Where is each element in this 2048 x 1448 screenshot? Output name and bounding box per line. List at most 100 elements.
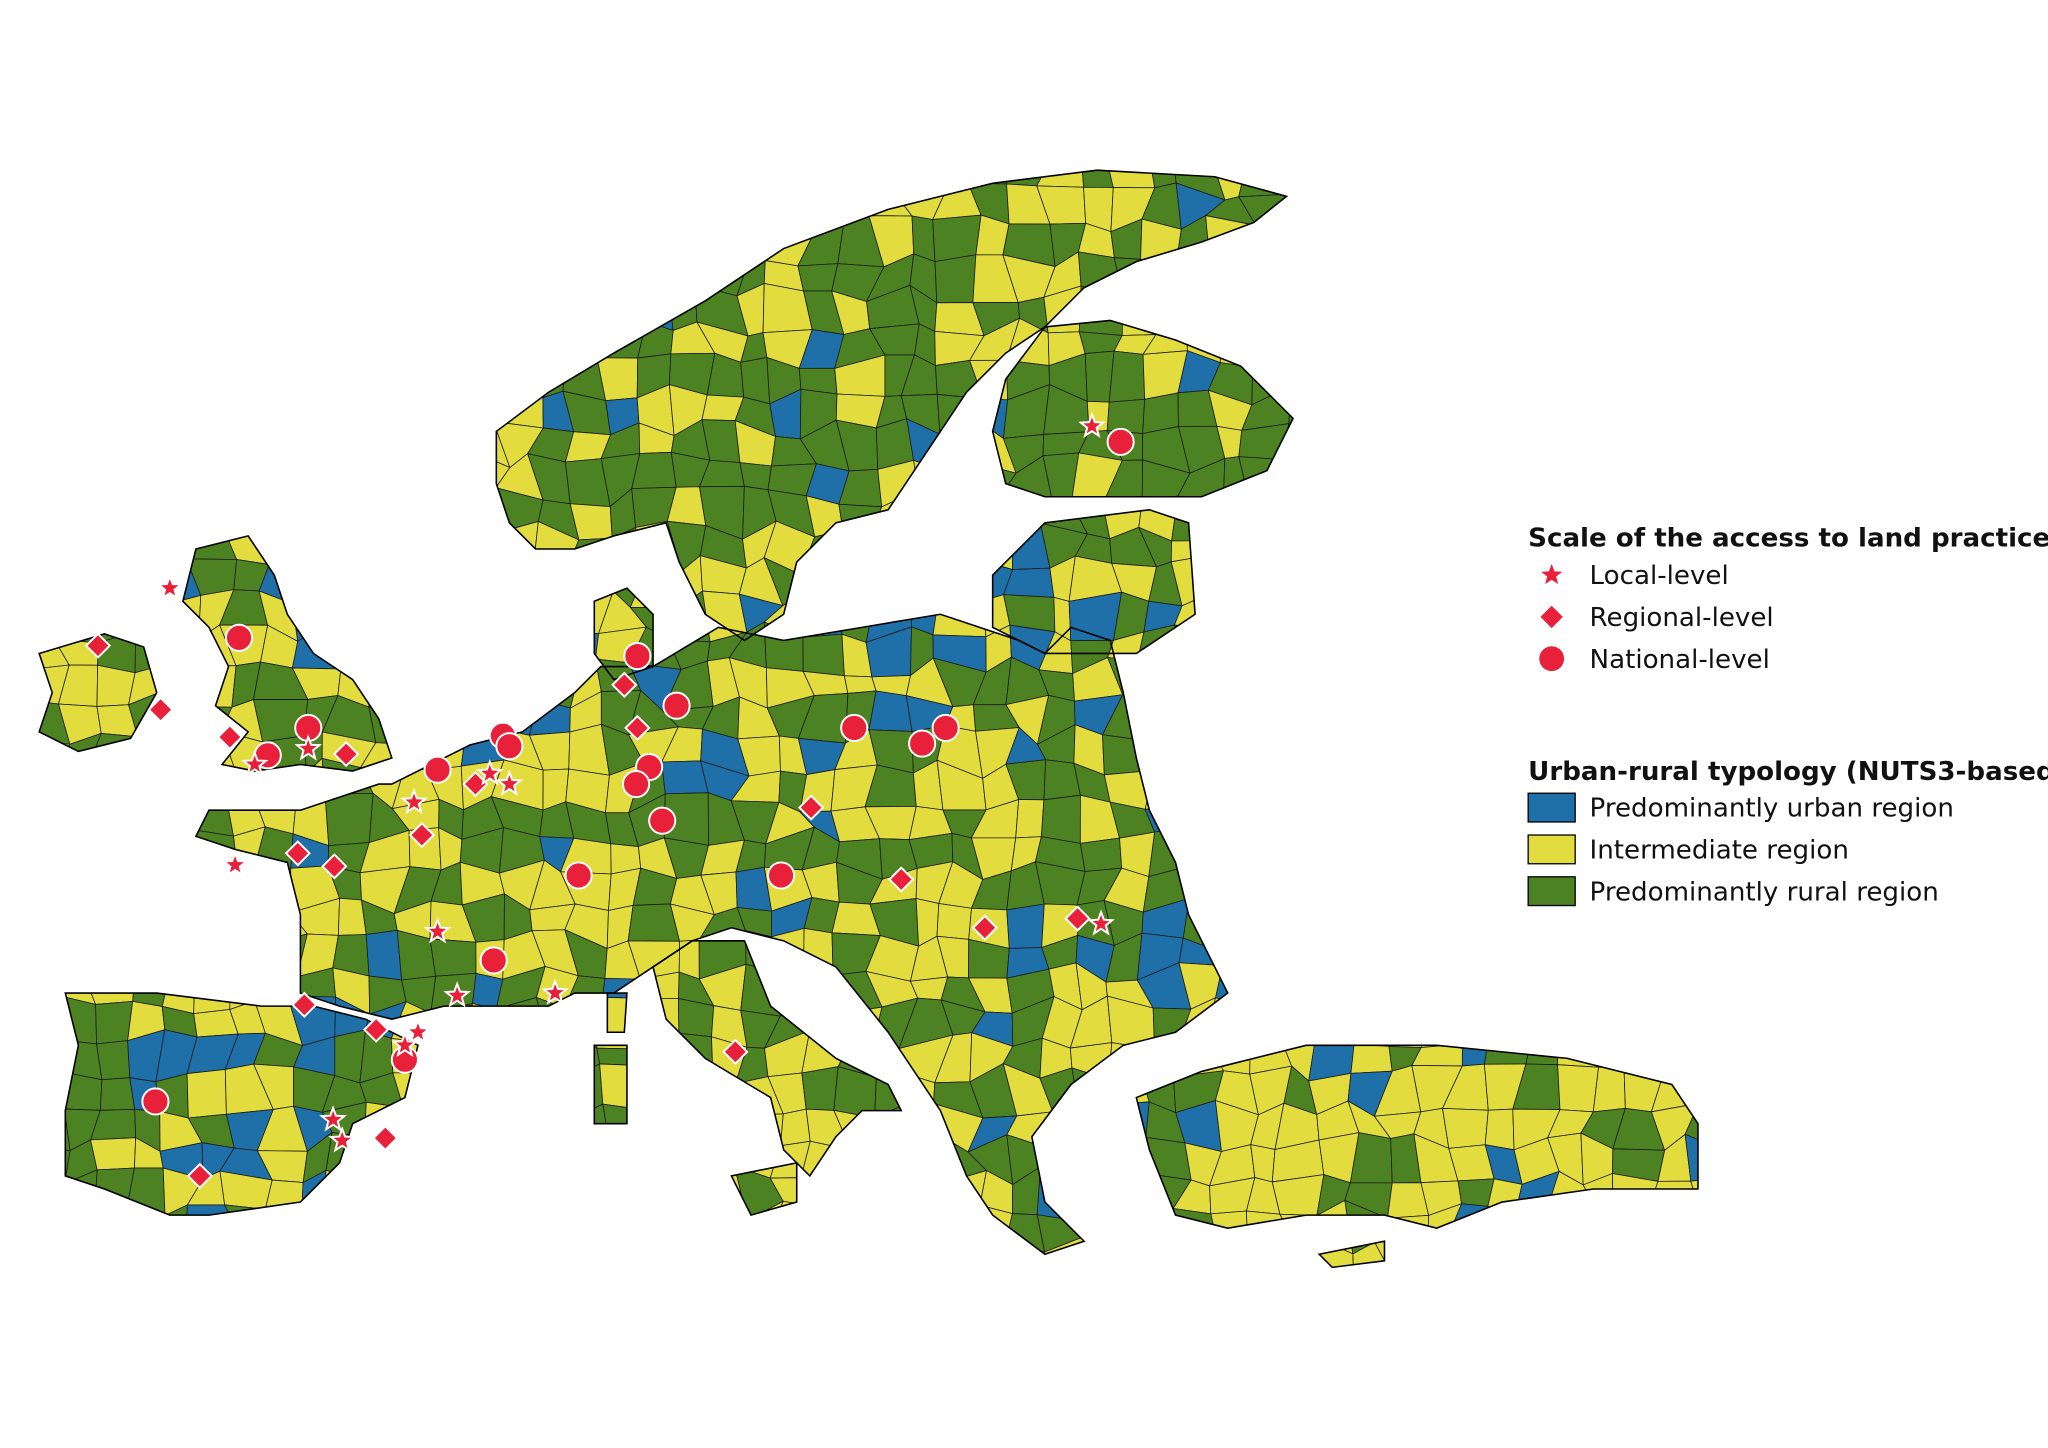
- region: [127, 1167, 166, 1217]
- diamond-marker: [363, 1016, 390, 1043]
- region: [1452, 866, 1487, 907]
- region: [1654, 1245, 1698, 1268]
- region: [1377, 1313, 1427, 1350]
- region: [1717, 1034, 1769, 1081]
- region: [1748, 1139, 1790, 1170]
- region: [779, 962, 805, 1017]
- region: [899, 170, 946, 201]
- region: [599, 1063, 643, 1109]
- region: [1153, 1208, 1177, 1239]
- region: [1382, 426, 1418, 472]
- region: [706, 1233, 748, 1268]
- region: [1379, 878, 1428, 915]
- region: [1694, 170, 1698, 196]
- region: [1556, 394, 1584, 434]
- region: [934, 170, 969, 193]
- region: [1650, 703, 1697, 745]
- region: [942, 462, 978, 505]
- region: [913, 459, 948, 505]
- region: [672, 1277, 715, 1316]
- region: [89, 862, 126, 908]
- region: [769, 1140, 811, 1179]
- region: [50, 194, 104, 228]
- region: [392, 1072, 439, 1114]
- region: [1340, 898, 1381, 942]
- star-marker: [443, 981, 472, 1008]
- region: [1724, 426, 1764, 470]
- region: [906, 1240, 944, 1268]
- region: [24, 1311, 53, 1353]
- region: [39, 330, 67, 370]
- region: [840, 1204, 883, 1255]
- region: [1108, 350, 1146, 403]
- region: [260, 322, 304, 370]
- region: [1657, 1275, 1697, 1310]
- region: [1323, 659, 1358, 706]
- coastline: [38, 633, 158, 753]
- region: [1484, 865, 1526, 907]
- region: [1104, 1168, 1155, 1210]
- legend-label: Predominantly rural region: [1590, 877, 1939, 907]
- region: [1516, 699, 1559, 743]
- legend-label: National-level: [1590, 645, 1770, 675]
- region: [1452, 589, 1492, 642]
- region: [1590, 1280, 1630, 1312]
- coastline: [38, 169, 1699, 1269]
- region: [1458, 995, 1488, 1049]
- region: [1486, 928, 1528, 980]
- region: [1282, 664, 1327, 712]
- region: [1684, 1133, 1698, 1182]
- region: [1556, 458, 1587, 498]
- region: [89, 839, 132, 867]
- region: [492, 289, 541, 326]
- region: [186, 797, 234, 837]
- region: [405, 590, 435, 640]
- region: [1617, 170, 1653, 197]
- region: [123, 320, 166, 362]
- region: [391, 170, 444, 196]
- region: [1343, 255, 1384, 303]
- region: [355, 221, 402, 264]
- region: [1692, 260, 1698, 301]
- region: [301, 524, 339, 570]
- circle-marker: [622, 770, 651, 799]
- region: [849, 1314, 871, 1353]
- region: [120, 862, 171, 904]
- region: [473, 589, 502, 642]
- star-marker: [391, 1030, 419, 1058]
- region: [423, 560, 475, 600]
- region: [83, 170, 135, 196]
- region: [121, 766, 167, 810]
- region: [326, 170, 374, 197]
- star-marker: [475, 759, 504, 786]
- region: [849, 1283, 877, 1319]
- region: [532, 319, 571, 368]
- region: [297, 219, 341, 266]
- region: [708, 170, 740, 196]
- region: [361, 287, 410, 337]
- region: [90, 1137, 137, 1171]
- region: [231, 866, 258, 904]
- region: [634, 231, 669, 262]
- region: [1595, 1206, 1619, 1246]
- region: [1762, 215, 1800, 259]
- region: [152, 231, 202, 267]
- region: [1238, 170, 1291, 198]
- region: [662, 1203, 708, 1254]
- region: [668, 249, 704, 301]
- circle-marker: [623, 642, 652, 671]
- region: [740, 963, 785, 1017]
- region: [1409, 437, 1456, 465]
- region: [1679, 703, 1698, 745]
- diamond-marker: [888, 866, 915, 893]
- region: [1408, 521, 1450, 565]
- region: [559, 1103, 611, 1152]
- region: [1284, 998, 1317, 1050]
- region: [159, 774, 194, 810]
- region: [1346, 388, 1386, 436]
- region: [944, 1170, 988, 1217]
- region: [807, 170, 844, 189]
- legend-title: Urban-rural typology (NUTS3-based): [1528, 757, 2048, 787]
- region: [1442, 1107, 1489, 1149]
- region: [1282, 215, 1317, 262]
